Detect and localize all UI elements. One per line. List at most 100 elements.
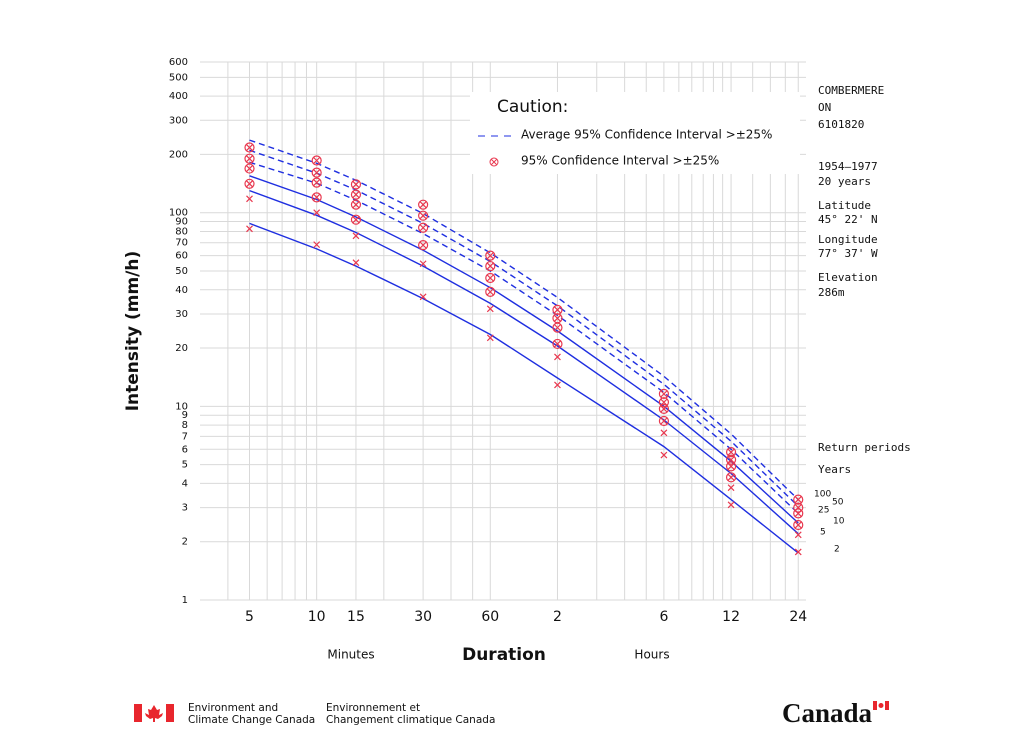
- point-part: [419, 201, 427, 209]
- x-axis-label: Duration: [462, 645, 546, 665]
- point-part: [244, 163, 255, 174]
- point: [485, 250, 496, 261]
- point-part: [246, 155, 253, 163]
- y-axis-label: Intensity (mm/h): [123, 251, 143, 412]
- point-part: [794, 521, 802, 529]
- y-tick-label: 2: [182, 537, 188, 548]
- point-part: [313, 157, 321, 164]
- point: [350, 179, 362, 190]
- point-part: [418, 222, 429, 233]
- point-part: [352, 232, 360, 240]
- y-tick-label: 60: [175, 251, 188, 262]
- point-part: [725, 447, 737, 458]
- point-part: [485, 250, 496, 261]
- point-part: [554, 306, 561, 314]
- point: [727, 501, 735, 509]
- point: [727, 484, 735, 492]
- point-part: [485, 286, 496, 297]
- maple-leaf: [145, 705, 163, 722]
- legend: Caution: Average 95% Confidence Interval…: [470, 92, 800, 174]
- y-tick-label: 300: [169, 115, 188, 126]
- point-part: [554, 314, 561, 322]
- point: [352, 232, 360, 240]
- footer-en: Climate Change Canada: [188, 714, 315, 726]
- point: [552, 338, 563, 350]
- y-tick-label: 10: [175, 401, 188, 412]
- point-part: [793, 494, 804, 505]
- point-part: [486, 305, 494, 313]
- curve: [249, 222, 799, 554]
- y-tick-label: 8: [182, 420, 188, 431]
- y-tick-label: 4: [182, 478, 188, 489]
- point-part: [350, 199, 362, 210]
- point: [658, 415, 670, 427]
- x-tick-label: 30: [414, 609, 432, 625]
- point-part: [660, 398, 668, 406]
- point-part: [794, 504, 802, 512]
- point-part: [486, 334, 494, 342]
- point-part: [486, 288, 494, 296]
- legend-dashed-label: Average 95% Confidence Interval >±25%: [521, 128, 772, 142]
- point-part: [794, 531, 802, 539]
- point: [660, 429, 668, 437]
- point: [725, 472, 737, 483]
- wordmark-leaf: [878, 703, 884, 708]
- point-part: [418, 210, 429, 221]
- point-part: [552, 338, 563, 350]
- minutes-label: Minutes: [327, 648, 374, 662]
- point-part: [486, 262, 494, 270]
- hours-label: Hours: [634, 648, 669, 662]
- series-label: 5: [820, 528, 826, 538]
- legend-marker-label: 95% Confidence Interval >±25%: [521, 154, 719, 168]
- point-part: [244, 178, 255, 189]
- point: [244, 163, 255, 174]
- point: [486, 334, 494, 342]
- period-years: 20 years: [818, 175, 871, 188]
- footer-fr: Environnement et: [326, 702, 420, 714]
- point: [486, 305, 494, 313]
- curve: [249, 189, 799, 535]
- point-part: [658, 415, 670, 427]
- footer-fr: Changement climatique Canada: [326, 714, 495, 726]
- y-tick-label: 1: [182, 595, 188, 606]
- curve: [249, 175, 799, 524]
- point-part: [419, 224, 427, 232]
- point-part: [658, 388, 670, 399]
- y-tick-label: 600: [169, 57, 188, 68]
- point: [313, 241, 321, 249]
- flag-bar: [134, 704, 142, 722]
- point: [419, 293, 427, 301]
- point: [660, 451, 668, 459]
- point: [246, 225, 253, 233]
- point: [246, 195, 253, 203]
- legend-title: Caution:: [497, 97, 568, 117]
- x-tick-label: 60: [481, 609, 499, 625]
- point: [485, 286, 496, 297]
- y-tick-label: 500: [169, 72, 188, 83]
- y-tick-label: 5: [182, 460, 188, 471]
- point-part: [660, 417, 668, 425]
- point-part: [727, 456, 735, 464]
- point: [485, 272, 496, 284]
- point-part: [658, 403, 670, 415]
- longitude-value: 77° 37' W: [818, 247, 878, 260]
- point-part: [244, 153, 255, 164]
- point-part: [725, 472, 737, 483]
- point: [352, 259, 360, 267]
- point-part: [311, 167, 322, 178]
- footer-en: Environment and: [188, 702, 278, 714]
- return-periods-label: Return periods: [818, 441, 911, 454]
- point-part: [246, 144, 253, 151]
- point: [418, 210, 429, 221]
- point-part: [418, 240, 429, 251]
- point-part: [793, 508, 804, 519]
- curve: [249, 149, 799, 507]
- x-tick-label: 15: [347, 609, 365, 625]
- point-part: [419, 293, 427, 301]
- elevation-value: 286m: [818, 286, 845, 299]
- point-part: [352, 216, 360, 224]
- point: [793, 494, 804, 505]
- series-label: 50: [832, 498, 844, 508]
- station-name: COMBERMERE: [818, 84, 884, 97]
- point: [244, 142, 255, 153]
